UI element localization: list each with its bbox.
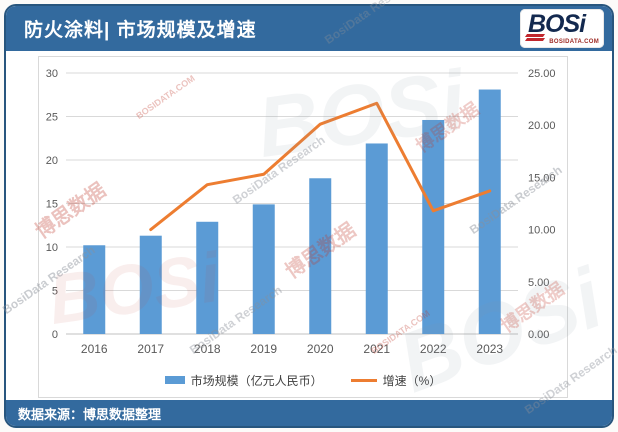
growth-line (149, 101, 492, 232)
logo-stripes-icon (524, 34, 546, 43)
left-axis-tick-label: 0 (52, 329, 58, 341)
right-axis-tick-label: 10.00 (528, 225, 556, 237)
bar-2019 (252, 204, 275, 334)
right-axis-tick-label: 15.00 (528, 172, 556, 184)
left-axis-tick-label: 10 (46, 242, 58, 254)
bar-2021 (365, 143, 388, 334)
bar-series-swatch-icon (164, 376, 185, 384)
left-axis-tick-label: 15 (46, 199, 58, 211)
chart-canvas: 0 5 10 15 20 25 30 0.00 5.00 10.00 15.00 20.00 25.00… (46, 68, 556, 356)
bar-2022 (422, 119, 445, 334)
legend-item-growth: 增速（%） (350, 372, 442, 389)
x-axis-tick-label: 2023 (476, 342, 503, 356)
data-source-note: 数据来源：博思数据整理 (18, 406, 162, 422)
left-axis-tick-label: 5 (52, 286, 58, 298)
right-axis-tick-label: 25.00 (528, 68, 556, 80)
chart-legend: 市场规模（亿元人民币） 增速（%） (39, 367, 567, 393)
x-axis-tick-label: 2021 (363, 342, 390, 356)
bar-2016 (83, 245, 106, 334)
legend-label: 市场规模（亿元人民币） (190, 373, 323, 388)
header-bar: 防火涂料| 市场规模及增速 BOSi BOSIDATA.COM (6, 6, 612, 51)
report-card: 防火涂料| 市场规模及增速 BOSi BOSIDATA.COM 0 5 10 15 20… (4, 4, 614, 428)
bosi-logo-text: BOSi (528, 10, 586, 38)
bar-2023 (478, 89, 501, 334)
right-axis-tick-label: 5.00 (528, 277, 549, 289)
bar-2017 (139, 235, 162, 334)
x-axis-tick-label: 2019 (250, 342, 277, 356)
left-axis-tick-label: 20 (46, 155, 58, 167)
footer-bar: 数据来源：博思数据整理 (6, 400, 612, 426)
bosi-logo-domain: BOSIDATA.COM (549, 39, 599, 45)
legend-label: 增速（%） (382, 373, 442, 388)
bar-2020 (309, 178, 332, 334)
legend-item-market-size: 市场规模（亿元人民币） (164, 372, 323, 389)
chart-area: 0 5 10 15 20 25 30 0.00 5.00 10.00 15.00 20.00 25.00… (38, 56, 568, 398)
right-axis-tick-label: 20.00 (528, 120, 556, 132)
x-axis-tick-label: 2016 (81, 342, 108, 356)
left-axis-tick-label: 30 (46, 68, 58, 80)
line-series-swatch-icon (350, 378, 377, 382)
x-axis-tick-label: 2020 (307, 342, 334, 356)
bosi-logo: BOSi BOSIDATA.COM (520, 9, 604, 48)
x-axis-tick-label: 2022 (420, 342, 447, 356)
left-axis-tick-label: 25 (46, 112, 58, 124)
x-axis-tick-label: 2018 (194, 342, 221, 356)
page-title: 防火涂料| 市场规模及增速 (24, 20, 257, 41)
x-axis-tick-label: 2017 (137, 342, 164, 356)
right-axis-tick-label: 0.00 (528, 329, 549, 341)
bar-2018 (196, 221, 219, 334)
